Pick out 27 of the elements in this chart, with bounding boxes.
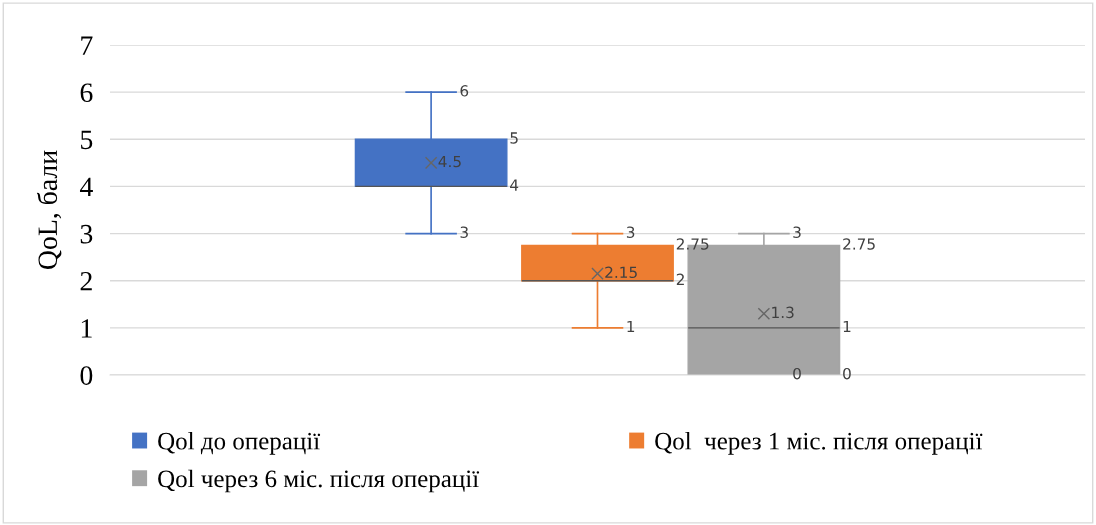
y-tick-label: 1 — [81, 319, 92, 338]
y-tick-label: 4 — [79, 177, 93, 197]
text: 1 — [627, 320, 635, 333]
legend-label: Qol через 6 міс. після операції — [158, 469, 480, 493]
legend-label: Qol до операції — [158, 432, 321, 455]
text: 1.3 — [772, 306, 794, 319]
y-axis-title: QoL, бали — [36, 150, 62, 269]
y-tick-label: 2 — [80, 271, 92, 291]
y-tick-label: 5 — [81, 130, 93, 150]
legend-label: Qol через 1 міс. після операції — [655, 432, 983, 455]
text: 1 — [843, 320, 851, 333]
y-tick-label: 6 — [80, 83, 93, 103]
text: 2.75 — [843, 238, 875, 250]
text: 3 — [460, 226, 468, 238]
text: 3 — [626, 226, 635, 238]
text: 5 — [510, 132, 518, 144]
text: 4.5 — [438, 155, 461, 168]
text: 4 — [510, 179, 519, 191]
y-tick-label: 7 — [81, 36, 93, 55]
text: 6 — [460, 85, 469, 97]
text: 0 — [843, 367, 851, 380]
y-tick-label: 3 — [80, 224, 93, 244]
text: 3 — [793, 226, 801, 238]
text: 2.15 — [605, 266, 637, 279]
y-tick-label: 0 — [80, 366, 93, 385]
text: 2.75 — [676, 238, 709, 250]
text: 2 — [676, 273, 684, 285]
